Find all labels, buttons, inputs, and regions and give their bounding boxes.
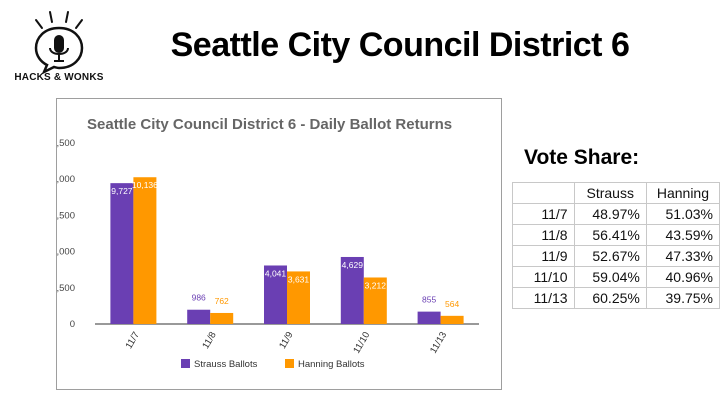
data-label: 3,631 <box>288 274 310 284</box>
blank-header-cell <box>512 182 575 204</box>
bar-strauss <box>417 311 441 324</box>
hanning-share: 39.75% <box>645 287 720 309</box>
strauss-share: 59.04% <box>573 266 647 288</box>
header-hanning: Hanning <box>645 182 720 204</box>
legend-label: Strauss Ballots <box>194 359 258 370</box>
microphone-icon <box>34 11 84 75</box>
y-tick-label: 10,000 <box>57 174 75 185</box>
data-label: 4,629 <box>342 260 364 270</box>
row-date: 11/10 <box>512 266 575 288</box>
row-date: 11/13 <box>512 287 575 309</box>
y-tick-label: 2,500 <box>57 283 75 294</box>
x-tick-label: 11/7 <box>124 330 142 351</box>
x-tick-label: 11/13 <box>428 330 449 355</box>
bar-hanning <box>210 312 234 324</box>
hacks-and-wonks-logo: HACKS & WONKS <box>14 8 104 90</box>
data-label: 4,041 <box>265 268 287 278</box>
y-tick-label: 5,000 <box>57 247 75 258</box>
row-date: 11/9 <box>512 245 575 267</box>
bar-hanning <box>133 177 157 324</box>
strauss-share: 60.25% <box>573 287 647 309</box>
legend-swatch <box>181 359 190 368</box>
y-tick-label: 12,500 <box>57 138 75 149</box>
data-label: 9,727 <box>111 186 133 196</box>
y-tick-label: 0 <box>70 319 75 330</box>
bar-strauss <box>110 183 134 324</box>
hanning-share: 47.33% <box>645 245 720 267</box>
data-label: 564 <box>445 299 459 309</box>
header-strauss: Strauss <box>573 182 647 204</box>
table-row: 11/10 59.04% 40.96% <box>512 266 720 288</box>
x-tick-label: 11/9 <box>277 330 295 351</box>
bar-strauss <box>187 309 211 324</box>
row-date: 11/7 <box>512 203 575 225</box>
logo-text: HACKS & WONKS <box>14 72 104 83</box>
vote-share-title: Vote Share: <box>524 146 640 169</box>
strauss-share: 52.67% <box>573 245 647 267</box>
table-row: 11/13 60.25% 39.75% <box>512 287 720 309</box>
bar-strauss <box>264 265 287 324</box>
chart-svg: Seattle City Council District 6 - Daily … <box>57 116 479 370</box>
chart-title: Seattle City Council District 6 - Daily … <box>87 116 452 133</box>
table-row: 11/9 52.67% 47.33% <box>512 245 720 267</box>
hanning-share: 43.59% <box>645 224 720 246</box>
data-label: 3,212 <box>365 280 387 290</box>
data-label: 10,136 <box>132 180 158 190</box>
bar-strauss <box>340 256 364 324</box>
table-row: 11/8 56.41% 43.59% <box>512 224 720 246</box>
table-header-row: Strauss Hanning <box>512 182 720 204</box>
bar-hanning <box>440 315 464 324</box>
data-label: 855 <box>422 295 436 305</box>
strauss-share: 56.41% <box>573 224 647 246</box>
hanning-share: 51.03% <box>645 203 720 225</box>
data-label: 986 <box>192 293 206 303</box>
bar-hanning <box>287 271 310 324</box>
bar-hanning <box>363 277 387 324</box>
page-title: Seattle City Council District 6 <box>170 26 630 64</box>
table-row: 11/7 48.97% 51.03% <box>512 203 720 225</box>
ballot-returns-chart: Seattle City Council District 6 - Daily … <box>56 98 502 390</box>
legend-label: Hanning Ballots <box>298 359 365 370</box>
data-label: 762 <box>215 296 229 306</box>
vote-share-table: Strauss Hanning 11/7 48.97% 51.03% 11/8 … <box>512 182 720 309</box>
x-tick-label: 11/8 <box>200 330 218 351</box>
legend-swatch <box>285 359 294 368</box>
y-tick-label: 7,500 <box>57 210 75 221</box>
strauss-share: 48.97% <box>573 203 647 225</box>
hanning-share: 40.96% <box>645 266 720 288</box>
x-tick-label: 11/10 <box>351 330 372 355</box>
row-date: 11/8 <box>512 224 575 246</box>
